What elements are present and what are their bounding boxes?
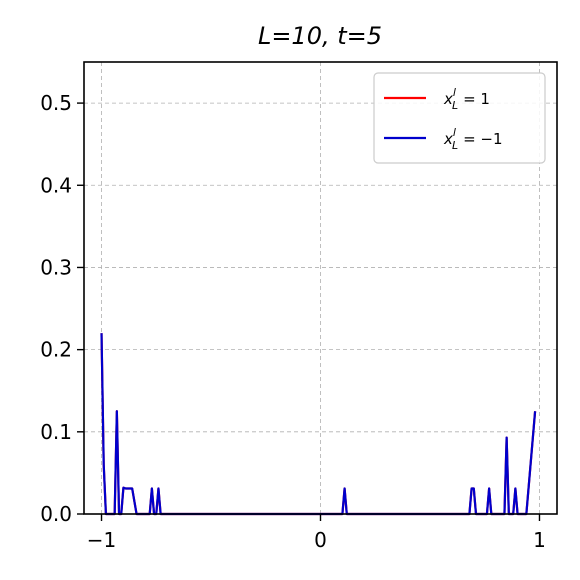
series-lines <box>100 333 537 516</box>
legend: xl L = 1 xl L = −1 <box>373 72 546 164</box>
series-line-1 <box>100 333 537 516</box>
x-tick-label: 0 <box>314 528 327 552</box>
chart-title: L=10, t=5 <box>258 22 382 50</box>
axes: −1 0 1 0.0 0.1 0.2 0.3 0.4 0.5 <box>40 91 546 552</box>
legend-label-0: xl L = 1 <box>443 86 490 112</box>
legend-box <box>373 72 546 164</box>
y-tick-label: 0.4 <box>40 173 72 197</box>
y-tick-label: 0.5 <box>40 91 72 115</box>
y-tick-label: 0.3 <box>40 255 72 279</box>
x-tick-label: −1 <box>87 528 116 552</box>
y-tick-label: 0.0 <box>40 502 72 526</box>
series-line-0 <box>100 333 537 516</box>
y-tick-label: 0.2 <box>40 338 72 362</box>
x-tick-label: 1 <box>533 528 546 552</box>
legend-label-1: xl L = −1 <box>443 126 503 152</box>
y-tick-label: 0.1 <box>40 420 72 444</box>
